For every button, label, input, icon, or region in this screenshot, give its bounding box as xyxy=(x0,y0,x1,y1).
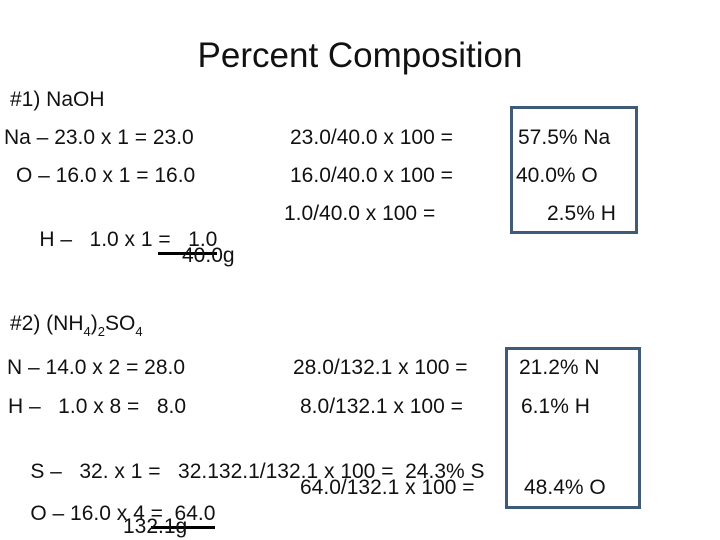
problem1-header: #1) NaOH xyxy=(10,88,105,111)
p2-s-equation: S – 32. x 1 = 32.1 xyxy=(30,460,219,483)
p1-na-fraction: 23.0/40.0 x 100 = xyxy=(290,126,453,149)
p2-h-equation: H – 1.0 x 8 = 8.0 xyxy=(8,395,187,418)
p2-o-result: 48.4% O xyxy=(524,476,606,499)
p2-n-fraction: 28.0/132.1 x 100 = xyxy=(293,356,468,379)
p1-h-equation-underlined: = 1.0 xyxy=(158,228,218,255)
p2-o-equation: O – 16.0 x 4 = 64.0 xyxy=(7,475,216,540)
p2-o-equation-underlined: = 64.0 xyxy=(150,502,216,529)
problem2-header: #2) (NH4)2SO4 xyxy=(10,312,143,339)
p1-h-equation: H – 1.0 x 1 = 1.0 xyxy=(16,201,218,279)
p1-o-result: 40.0% O xyxy=(516,164,598,187)
p2-n-equation: N – 14.0 x 2 = 28.0 xyxy=(7,356,186,379)
p1-na-equation: Na – 23.0 x 1 = 23.0 xyxy=(4,126,194,149)
p2-h-result: 6.1% H xyxy=(521,395,590,418)
p2-s-result: 24.3% S xyxy=(399,460,485,483)
p1-na-result: 57.5% Na xyxy=(518,126,611,149)
p1-h-result: 2.5% H xyxy=(547,202,616,225)
p1-o-equation: O – 16.0 x 1 = 16.0 xyxy=(16,164,196,187)
p2-s-equation-line: S – 32. x 1 = 32.132.1/132.1 x 100 = 24.… xyxy=(7,433,485,511)
p2-n-result: 21.2% N xyxy=(519,356,600,379)
p2-s-fraction: 32.1/132.1 x 100 = xyxy=(218,460,400,483)
p1-total-mass: 40.0g xyxy=(182,244,235,267)
result-box-problem2 xyxy=(505,347,641,509)
p2-o-fraction: 64.0/132.1 x 100 = xyxy=(300,476,475,499)
p2-o-equation-plain: O – 16.0 x 4 xyxy=(30,502,151,525)
slide-title: Percent Composition xyxy=(197,36,523,75)
p1-h-fraction: 1.0/40.0 x 100 = xyxy=(284,202,436,225)
p2-h-fraction: 8.0/132.1 x 100 = xyxy=(300,395,463,418)
p1-h-equation-plain: H – 1.0 x 1 xyxy=(39,228,159,251)
p2-total-mass: 132.1g xyxy=(123,515,188,538)
p1-o-fraction: 16.0/40.0 x 100 = xyxy=(290,164,453,187)
result-box-problem1 xyxy=(510,106,638,234)
